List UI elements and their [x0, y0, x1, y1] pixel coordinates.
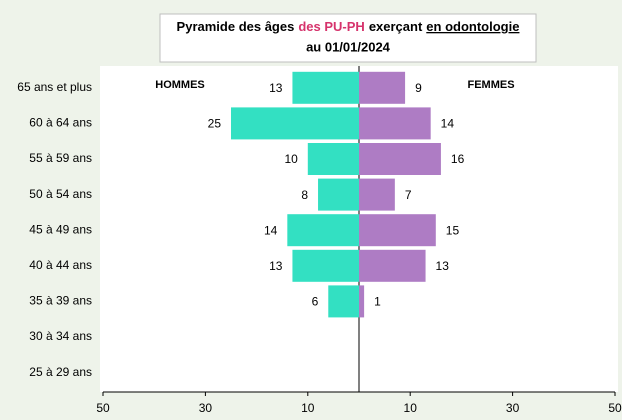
chart-subtitle: au 01/01/2024 — [306, 39, 391, 54]
title-part: exerçant — [369, 19, 423, 34]
y-tick-label: 60 à 64 ans — [29, 116, 92, 130]
data-label: 10 — [284, 152, 298, 166]
data-label: 25 — [208, 117, 222, 131]
bar — [318, 178, 359, 211]
data-label: 7 — [405, 188, 412, 202]
bar — [359, 143, 441, 175]
data-label: 15 — [446, 223, 460, 237]
data-label: 14 — [441, 117, 455, 131]
y-tick-label: 30 à 34 ans — [29, 329, 92, 343]
data-label: 13 — [436, 259, 450, 273]
bar — [359, 249, 426, 282]
legend-label: FEMMES — [467, 79, 514, 91]
y-tick-label: 65 ans et plus — [17, 80, 92, 94]
data-label: 13 — [269, 259, 283, 273]
y-tick-label: 45 à 49 ans — [29, 222, 92, 236]
bar — [287, 214, 359, 247]
bar — [328, 285, 359, 318]
bar — [359, 214, 436, 247]
x-tick-label: 50 — [608, 401, 622, 415]
data-label: 6 — [312, 295, 319, 309]
data-label: 9 — [415, 81, 422, 95]
x-tick-label: 10 — [301, 401, 315, 415]
x-tick-label: 10 — [404, 401, 418, 415]
bar — [307, 143, 359, 175]
legend-label: HOMMES — [155, 79, 205, 91]
title-part: en odontologie — [426, 19, 519, 34]
title-part: Pyramide des âges — [177, 19, 295, 34]
title-box — [159, 13, 537, 63]
y-tick-label: 25 à 29 ans — [29, 365, 92, 379]
bar — [359, 285, 365, 318]
x-tick-label: 30 — [199, 401, 213, 415]
title-part: des PU-PH — [298, 19, 364, 34]
bar — [359, 178, 395, 211]
data-label: 8 — [301, 188, 308, 202]
y-tick-label: 35 à 39 ans — [29, 294, 92, 308]
data-label: 1 — [374, 295, 381, 309]
bar — [292, 249, 359, 282]
x-tick-label: 50 — [96, 401, 110, 415]
y-tick-label: 50 à 54 ans — [29, 187, 92, 201]
y-tick-label: 55 à 59 ans — [29, 151, 92, 165]
data-label: 14 — [264, 223, 278, 237]
data-label: 13 — [269, 81, 283, 95]
bar — [292, 71, 359, 104]
bar — [359, 107, 431, 140]
data-label: 16 — [451, 152, 465, 166]
y-tick-label: 40 à 44 ans — [29, 258, 92, 272]
chart-title: Pyramide des âges des PU-PH exerçant en odo… — [177, 19, 520, 34]
bar — [231, 107, 359, 140]
x-tick-label: 30 — [506, 401, 520, 415]
bar — [359, 71, 406, 104]
